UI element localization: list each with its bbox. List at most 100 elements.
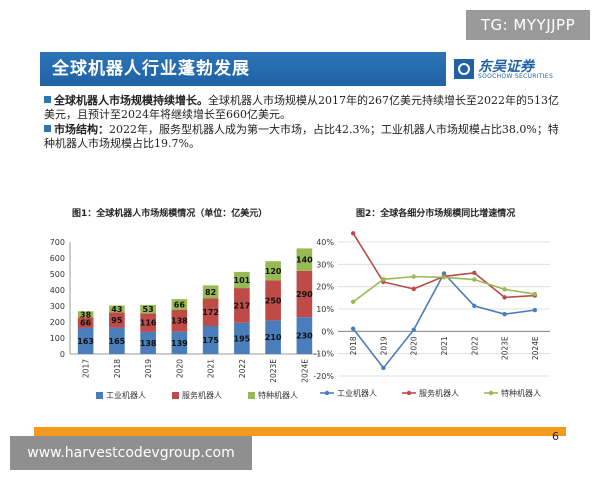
data-label: 116 <box>140 319 157 328</box>
x-tick-label: 2024E <box>531 336 540 360</box>
y-tick-label: 40% <box>316 238 334 247</box>
data-label: 250 <box>265 296 282 305</box>
bullet-square-icon <box>44 125 51 132</box>
bar-segment <box>234 271 250 289</box>
bar-segment <box>234 322 250 354</box>
data-label: 95 <box>111 316 123 325</box>
legend-label: 工业机器人 <box>337 388 377 398</box>
x-tick-label: 2017 <box>82 359 91 378</box>
data-label: 43 <box>111 305 122 314</box>
data-label: 172 <box>202 308 219 317</box>
bullet-item: 全球机器人市场规模持续增长。全球机器人市场规模从2017年的267亿美元持续增长… <box>44 94 564 122</box>
legend-label: 特种机器人 <box>258 390 298 400</box>
watermark-top: TG: MYYJJPP <box>466 10 590 40</box>
data-label: 165 <box>109 337 126 346</box>
bar-segment <box>109 327 125 354</box>
y-tick-label: 10% <box>316 305 334 314</box>
bullet-key: 市场结构： <box>54 123 109 136</box>
data-point <box>381 277 386 282</box>
series-line <box>352 232 535 299</box>
data-point <box>532 307 538 313</box>
data-label: 140 <box>296 256 313 265</box>
y-tick-label: 700 <box>50 238 65 247</box>
data-label: 66 <box>174 300 186 309</box>
bar-segment <box>171 331 188 354</box>
bar-segment <box>202 298 219 326</box>
y-tick-label: -20% <box>313 372 334 381</box>
bar-segment <box>265 320 281 354</box>
data-label: 195 <box>234 334 251 343</box>
chart1-title: 图1：全球机器人市场规模情况（单位：亿美元） <box>72 209 268 219</box>
logo-subtext: SOOCHOW SECURITIES <box>478 73 554 80</box>
data-point <box>350 231 356 236</box>
bullet-item: 市场结构：2022年，服务型机器人成为第一大市场，占比42.3%；工业机器人市场… <box>44 123 564 151</box>
bar-segment <box>202 285 219 299</box>
x-tick-label: 2018 <box>349 336 358 355</box>
legend-marker <box>406 390 412 396</box>
data-label: 217 <box>234 301 251 310</box>
data-label: 230 <box>296 332 313 341</box>
data-point <box>532 291 538 297</box>
data-point <box>350 299 356 305</box>
y-tick-label: 0 <box>60 350 65 359</box>
logo-icon <box>454 59 474 79</box>
bar-segment <box>234 288 250 323</box>
bar-segment <box>296 317 313 354</box>
data-point <box>472 303 477 309</box>
x-tick-label: 2021 <box>440 336 449 355</box>
x-tick-label: 2020 <box>175 359 184 378</box>
data-point <box>441 275 447 280</box>
y-tick-label: 300 <box>50 302 65 311</box>
x-tick-label: 2022 <box>470 336 479 355</box>
legend-label: 服务机器人 <box>182 390 222 400</box>
bar-segment <box>296 248 313 271</box>
x-tick-label: 2023E <box>501 336 510 360</box>
data-label: 138 <box>171 317 188 326</box>
data-label: 163 <box>77 337 94 346</box>
data-label: 290 <box>296 290 313 299</box>
legend-swatch <box>172 392 179 399</box>
bar-segment <box>202 326 219 354</box>
x-tick-label: 2020 <box>410 336 419 355</box>
y-tick-label: -10% <box>313 350 334 359</box>
bar-segment <box>109 312 125 328</box>
data-point <box>411 327 416 332</box>
legend-swatch <box>96 392 103 399</box>
bar-segment <box>265 261 281 281</box>
legend-marker <box>488 390 494 396</box>
data-point <box>472 277 477 282</box>
y-tick-label: 30% <box>316 260 334 269</box>
legend-label: 服务机器人 <box>419 388 459 398</box>
legend-label: 特种机器人 <box>501 388 541 398</box>
y-tick-label: 0% <box>321 327 334 336</box>
y-tick-label: 200 <box>50 318 65 327</box>
bullet-list: 全球机器人市场规模持续增长。全球机器人市场规模从2017年的267亿美元持续增长… <box>44 94 564 152</box>
x-tick-label: 2023E <box>269 359 278 383</box>
data-label: 101 <box>234 276 251 285</box>
y-tick-label: 400 <box>50 286 65 295</box>
data-label: 210 <box>265 333 282 342</box>
data-label: 38 <box>80 310 92 319</box>
bar-segment <box>140 313 156 332</box>
x-tick-label: 2018 <box>113 359 122 378</box>
bar-segment <box>77 317 94 328</box>
x-tick-label: 2019 <box>144 359 153 378</box>
data-label: 82 <box>205 288 216 297</box>
bar-segment <box>77 327 94 354</box>
data-point <box>502 295 507 300</box>
data-label: 120 <box>265 267 282 276</box>
bar-chart: 0100200300400500600700163663820171659543… <box>50 238 320 400</box>
y-tick-label: 100 <box>50 334 65 343</box>
bar-segment <box>140 331 156 354</box>
data-point <box>350 326 356 331</box>
data-label: 138 <box>140 339 157 348</box>
data-point <box>502 311 507 317</box>
data-point <box>411 286 416 292</box>
y-tick-label: 500 <box>50 270 65 279</box>
legend-label: 工业机器人 <box>106 390 146 400</box>
legend-marker <box>324 390 330 396</box>
data-point <box>472 270 477 276</box>
bar-segment <box>296 270 313 318</box>
bullet-text: 全球机器人市场规模从2017年的267亿美元持续增长至2022年的513亿美元，… <box>44 94 559 121</box>
series-line <box>352 275 535 303</box>
